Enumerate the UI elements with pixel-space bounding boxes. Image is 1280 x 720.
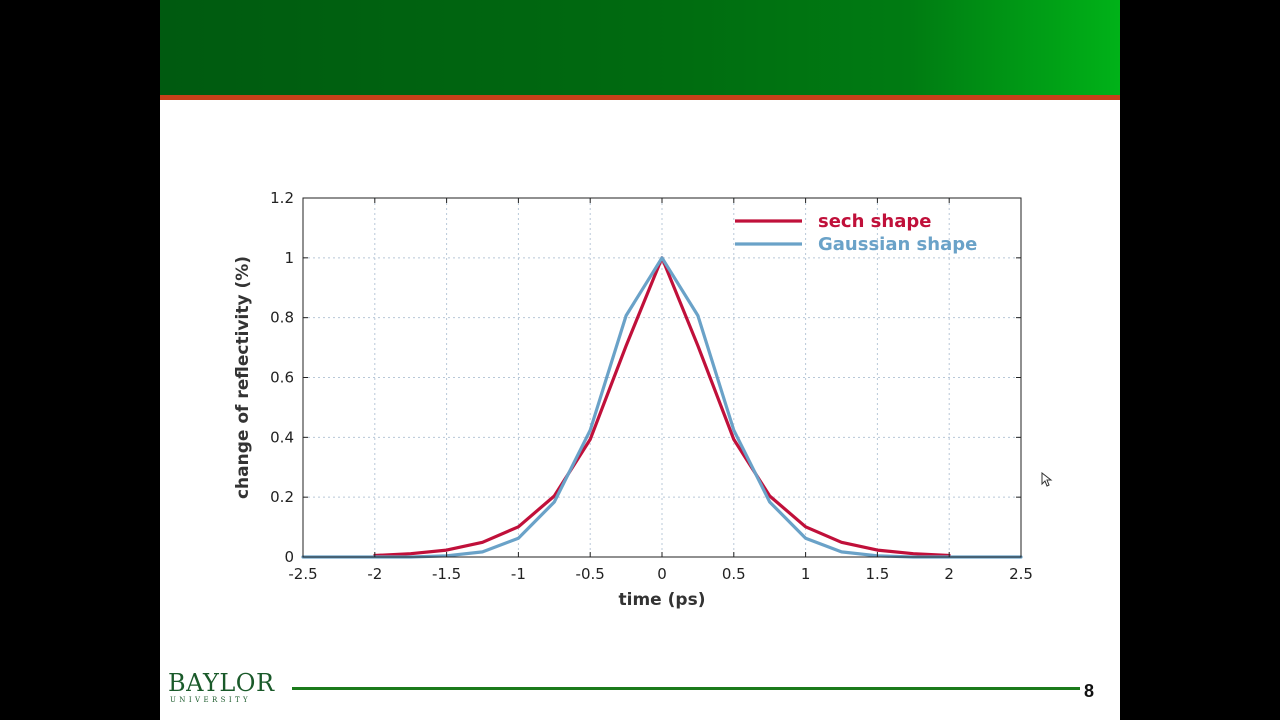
x-tick-label: -0.5 <box>576 565 605 583</box>
mouse-cursor-icon <box>1041 472 1053 487</box>
footer-rule <box>292 687 1080 690</box>
y-tick-label: 0.6 <box>270 369 294 387</box>
logo-subtitle: UNIVERSITY <box>170 696 252 704</box>
baylor-logo: BAYLOR UNIVERSITY <box>168 670 288 706</box>
y-tick-label: 1.2 <box>270 189 294 207</box>
page-number: 8 <box>1084 681 1095 701</box>
x-tick-label: -2 <box>367 565 382 583</box>
x-tick-label: -2.5 <box>288 565 317 583</box>
y-tick-label: 1 <box>284 249 294 267</box>
x-tick-label: -1.5 <box>432 565 461 583</box>
y-tick-label: 0.8 <box>270 309 294 327</box>
banner-rule <box>160 95 1120 100</box>
reflectivity-chart: -2.5 -2 -1.5 -1 -0.5 0 0.5 1 1.5 2 2.5 0 0.2 0.4 0.6 0.… <box>233 189 1033 610</box>
y-tick-label: 0 <box>284 548 294 566</box>
x-tick-label: 0.5 <box>722 565 746 583</box>
x-tick-label: 2.5 <box>1009 565 1033 583</box>
y-axis-label: change of reflectivity (%) <box>233 256 253 499</box>
legend-label-gaussian: Gaussian shape <box>818 234 977 255</box>
x-tick-label: 2 <box>944 565 954 583</box>
y-tick-label: 0.2 <box>270 488 294 506</box>
logo-wordmark: BAYLOR <box>168 669 275 697</box>
x-axis-label: time (ps) <box>619 590 706 610</box>
legend-label-sech: sech shape <box>818 211 931 232</box>
title-banner <box>160 0 1120 95</box>
x-tick-label: -1 <box>511 565 526 583</box>
x-tick-label: 1.5 <box>865 565 889 583</box>
x-tick-label: 0 <box>657 565 667 583</box>
x-tick-label: 1 <box>801 565 811 583</box>
y-tick-label: 0.4 <box>270 428 294 446</box>
slide: -2.5 -2 -1.5 -1 -0.5 0 0.5 1 1.5 2 2.5 0 0.2 0.4 0.6 0.… <box>160 0 1120 720</box>
